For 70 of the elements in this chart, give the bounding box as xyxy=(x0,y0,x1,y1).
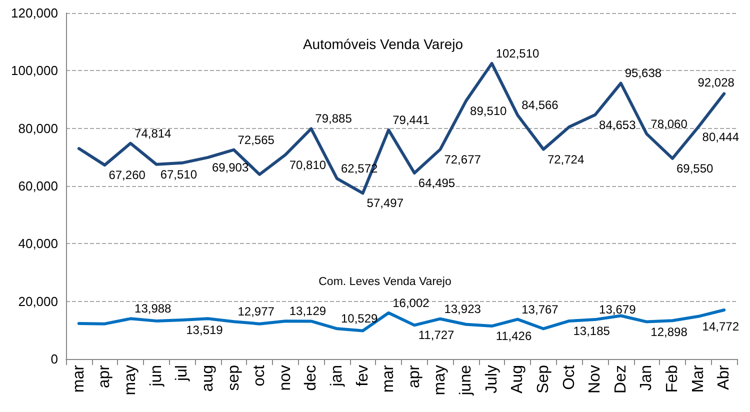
data-label: 84,653 xyxy=(599,118,636,132)
y-tick-label: 0 xyxy=(50,352,58,366)
data-label: 79,441 xyxy=(392,112,430,127)
data-label: 72,677 xyxy=(444,152,482,166)
data-label: 89,510 xyxy=(470,104,508,118)
data-label: 95,638 xyxy=(624,66,662,80)
x-tick-label: oct xyxy=(251,364,268,386)
x-tick-label: sep xyxy=(225,364,242,391)
data-label: 13,767 xyxy=(522,302,559,316)
x-tick-label: July xyxy=(483,365,500,394)
data-label: 69,903 xyxy=(212,160,249,174)
data-label: 64,495 xyxy=(418,176,456,190)
data-label: 13,129 xyxy=(289,304,326,318)
data-label: 80,444 xyxy=(702,130,740,144)
data-label: 12,898 xyxy=(650,324,688,339)
x-tick-label: mar xyxy=(380,364,398,393)
data-label: 72,724 xyxy=(547,152,584,166)
y-tick-label: 20,000 xyxy=(18,294,58,309)
data-label: 70,810 xyxy=(289,158,326,172)
x-tick-label: Abr xyxy=(716,364,733,390)
x-tick-label: Mar xyxy=(690,364,707,393)
x-tick-label: Feb xyxy=(664,364,681,393)
data-label: 14,772 xyxy=(702,319,740,334)
data-label: 72,565 xyxy=(238,132,275,147)
data-label: 13,185 xyxy=(573,324,610,338)
data-label: 13,988 xyxy=(134,302,172,316)
data-label: 92,028 xyxy=(698,76,735,90)
y-tick-label: 60,000 xyxy=(18,178,58,194)
x-tick-label: Nov xyxy=(586,365,604,394)
x-tick-label: nov xyxy=(276,365,294,391)
data-label: 84,566 xyxy=(522,98,559,112)
x-tick-label: apr xyxy=(96,364,114,388)
x-tick-label: dec xyxy=(302,365,320,391)
x-tick-label: jul xyxy=(174,365,191,382)
x-tick-label: may xyxy=(432,365,449,396)
data-label: 11,727 xyxy=(418,328,455,342)
x-tick-label: apr xyxy=(406,364,423,388)
x-tick-label: Sep xyxy=(534,364,552,394)
x-tick-label: jun xyxy=(148,365,165,388)
data-label: 78,060 xyxy=(650,116,688,131)
data-label: 67,260 xyxy=(108,168,146,182)
x-tick-label: Aug xyxy=(509,365,526,394)
data-label: 102,510 xyxy=(496,46,540,60)
data-label: 57,497 xyxy=(366,196,404,210)
data-label: 16,002 xyxy=(392,296,430,310)
x-tick-label: june xyxy=(458,364,475,396)
y-tick-label: 120,000 xyxy=(11,6,58,20)
x-tick-label: aug xyxy=(199,365,216,392)
data-label: 74,814 xyxy=(134,126,172,140)
y-tick-label: 80,000 xyxy=(18,120,58,136)
x-tick-label: Oct xyxy=(560,364,578,390)
x-tick-label: fev xyxy=(354,365,372,386)
x-tick-label: Jan xyxy=(638,365,656,391)
data-label: 69,550 xyxy=(676,161,714,176)
x-tick-label: mar xyxy=(70,364,88,393)
data-label: 79,885 xyxy=(315,112,352,126)
data-label: 12,977 xyxy=(238,304,275,319)
data-label: 13,519 xyxy=(186,323,224,338)
text: Com. Leves Venda Varejo xyxy=(318,276,452,288)
x-tick-label: Dez xyxy=(612,365,630,394)
data-label: 13,679 xyxy=(599,302,636,317)
text: Automóveis Venda Varejo xyxy=(302,36,464,52)
y-tick-label: 40,000 xyxy=(18,236,58,252)
data-label: 13,923 xyxy=(444,302,482,316)
data-label: 10,529 xyxy=(340,312,378,326)
x-tick-label: jan xyxy=(328,365,346,388)
data-label: 11,426 xyxy=(496,329,532,344)
y-tick-label: 100,000 xyxy=(11,63,58,78)
x-tick-label: may xyxy=(122,365,140,396)
data-label: 67,510 xyxy=(160,167,198,182)
